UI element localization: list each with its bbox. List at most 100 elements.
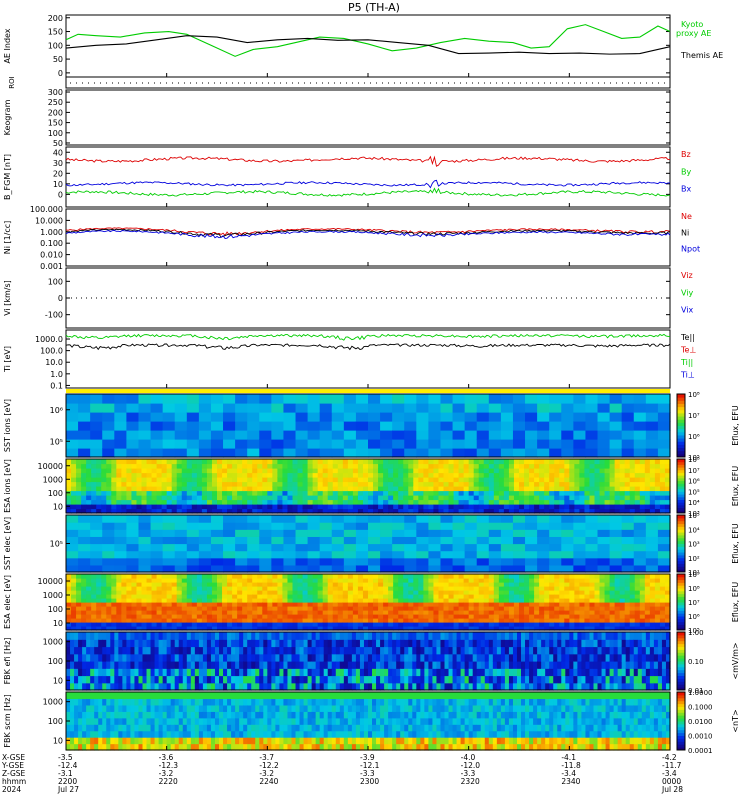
fbk-e-cell [251,639,256,648]
esa-i-cell [614,477,621,483]
fbk-e-cell [295,682,301,691]
fbk-e-cell [231,668,236,677]
fbk-e-cell [162,675,168,684]
esa-e-cell [564,574,570,579]
sst-i-cell [573,439,587,449]
fbk-e-cell [275,646,281,655]
esa-i-cell [524,463,530,469]
esa-i-cell [619,490,626,496]
fbk-e-cell [408,675,413,684]
esa-i-cell [201,499,208,505]
esa-i-cell [227,472,233,478]
fbk-e-cell [214,646,220,655]
fbk-e-cell [178,682,184,691]
sst-i-cell [307,394,321,404]
fbk-e-cell [82,639,87,648]
esa-i-cell [176,481,183,487]
fbk-e-cell [214,675,220,684]
sst-i-cell [537,403,550,413]
esa-i-cell [232,481,238,487]
esa-i-cell [378,508,384,514]
fbk-e-cell [126,668,132,677]
esa-e-cell [292,598,299,603]
esa-e-cell [242,590,248,595]
esa-e-cell [201,578,208,583]
esa-e-cell [584,598,591,603]
esa-i-cell [539,504,545,510]
fbk-e-cell [210,668,216,677]
sst-e-cell [307,529,321,537]
esa-i-cell [493,481,500,487]
fbk-e-cell [134,632,140,640]
fbk-e-cell [243,646,248,655]
esa-e-cell [569,586,575,591]
fbk-e-cell [492,653,498,662]
esa-i-cell [383,477,389,483]
fbk-e-cell [110,675,115,684]
esa-e-cell [634,582,641,587]
esa-e-cell [594,610,601,615]
esa-i-cell [282,468,289,474]
esa-i-cell [121,508,127,514]
esa-e-cell [614,602,621,607]
esa-i-cell [196,459,203,465]
esa-i-cell [96,459,102,465]
sst-i-cell [283,403,297,413]
esa-e-cell [71,586,77,591]
esa-e-cell [206,594,213,599]
esa-i-cell [639,481,646,487]
sst-i-cell [186,430,200,440]
esa-i-cell [131,481,138,487]
esa-e-cell [191,610,198,615]
esa-e-cell [247,614,253,619]
esa-i-colorbar-tick: 10⁴ [688,499,700,507]
esa-i-cell [71,499,77,505]
sst-e-cell [210,557,224,566]
sst-e-cell [150,564,164,573]
sst-e-cell [585,543,599,552]
esa-i-cell [488,481,495,487]
esa-e-cell [473,586,480,591]
esa-i-cell [664,481,671,487]
esa-e-cell [327,590,334,595]
fbk-e-cell [130,661,136,669]
esa-e-cell [398,626,404,631]
esa-i-cell [96,490,102,496]
esa-e-cell [297,606,304,611]
fbk-e-cell [122,653,127,662]
esa-e-cell [121,574,127,579]
esa-i-cell [574,459,580,465]
esa-e-cell [242,574,248,579]
esa-i-cell [101,477,107,483]
esa-i-cell [206,463,213,469]
esa-i-cell [624,459,631,465]
esa-e-cell [378,614,384,619]
esa-e-cell [503,610,510,615]
esa-e-cell [458,626,465,631]
fbk-e-cell [210,639,216,648]
fbk-e-cell [392,661,397,669]
fbk-e-cell [500,668,506,677]
esa-i-cell [131,486,138,492]
esa-i-cell [272,481,278,487]
sst-e-cell [561,543,574,552]
esa-e-cell [373,598,379,603]
esa-e-cell [227,586,233,591]
sst-e-cell [392,557,405,566]
fbk-e-cell [74,646,79,655]
fbk-e-cell [299,639,305,648]
sst-e-cell [585,515,599,523]
esa-i-cell [534,472,540,478]
esa-i-cell [272,486,278,492]
esa-i-cell [378,495,384,501]
esa-i-cell [584,486,591,492]
esa-e-cell [191,594,198,599]
esa-i-cell [66,459,72,465]
esa-e-cell [659,598,666,603]
esa-i-cell [383,495,389,501]
esa-e-cell [247,622,253,627]
sst-e-cell [138,543,152,552]
sst-e-cell [452,550,466,559]
esa-i-cell [393,495,399,501]
esa-i-cell [513,468,520,474]
